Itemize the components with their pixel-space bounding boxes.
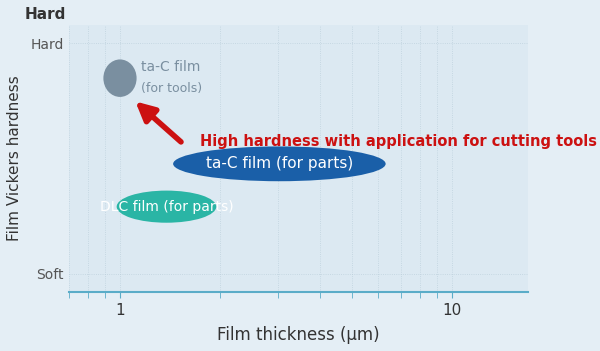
Text: ta-C film (for parts): ta-C film (for parts) <box>206 156 353 171</box>
Text: High hardness with application for cutting tools: High hardness with application for cutti… <box>200 134 596 148</box>
X-axis label: Film thickness (μm): Film thickness (μm) <box>217 326 380 344</box>
Y-axis label: Film Vickers hardness: Film Vickers hardness <box>7 75 22 241</box>
Text: DLC film (for parts): DLC film (for parts) <box>100 200 233 214</box>
Ellipse shape <box>173 146 386 181</box>
Text: Hard: Hard <box>25 7 66 22</box>
Text: ta-C film: ta-C film <box>141 60 200 74</box>
Text: (for tools): (for tools) <box>141 82 202 95</box>
Ellipse shape <box>116 191 216 223</box>
Ellipse shape <box>103 59 137 97</box>
